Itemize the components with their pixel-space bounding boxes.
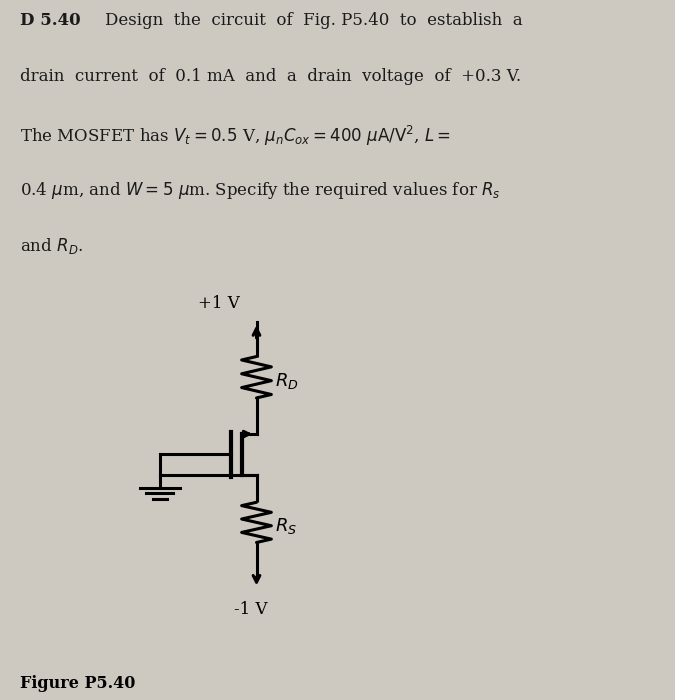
Text: 0.4 $\mu$m, and $W = 5\ \mu$m. Specify the required values for $R_s$: 0.4 $\mu$m, and $W = 5\ \mu$m. Specify t… [20, 180, 501, 201]
Text: $R_S$: $R_S$ [275, 517, 298, 536]
Text: $R_D$: $R_D$ [275, 371, 299, 391]
Text: The MOSFET has $V_t = 0.5$ V, $\mu_n C_{ox} = 400\ \mu\mathrm{A/V}^2$, $L =$: The MOSFET has $V_t = 0.5$ V, $\mu_n C_{… [20, 124, 451, 148]
Text: drain  current  of  0.1 mA  and  a  drain  voltage  of  +0.3 V.: drain current of 0.1 mA and a drain volt… [20, 68, 521, 85]
Text: D 5.40: D 5.40 [20, 13, 81, 29]
Text: Design  the  circuit  of  Fig. P5.40  to  establish  a: Design the circuit of Fig. P5.40 to esta… [105, 13, 522, 29]
Text: Figure P5.40: Figure P5.40 [20, 675, 136, 692]
Text: -1 V: -1 V [234, 601, 268, 617]
Text: +1 V: +1 V [198, 295, 240, 312]
Text: and $R_D$.: and $R_D$. [20, 236, 84, 256]
